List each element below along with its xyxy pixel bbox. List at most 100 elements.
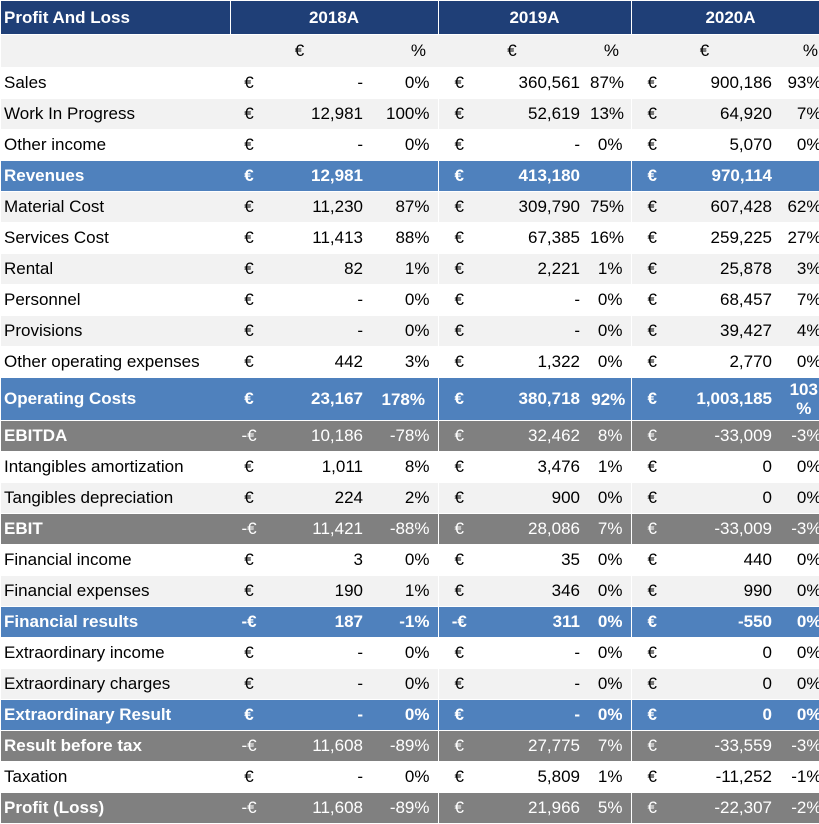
currency-cell: € xyxy=(631,315,673,347)
percent-cell: 7% xyxy=(778,284,819,316)
value-cell: - xyxy=(480,668,586,700)
value-cell: 68,457 xyxy=(673,284,778,316)
percent-cell: 0% xyxy=(369,699,439,731)
value-cell: - xyxy=(268,129,369,161)
currency-cell: € xyxy=(438,544,480,576)
value-cell: 2,770 xyxy=(673,346,778,378)
percent-cell: 0% xyxy=(369,67,439,99)
value-cell: 442 xyxy=(268,346,369,378)
percent-cell: 0% xyxy=(369,637,439,669)
currency-cell: € xyxy=(631,637,673,669)
value-cell: - xyxy=(268,761,369,793)
value-cell: -33,009 xyxy=(673,420,778,452)
percent-cell: -3% xyxy=(778,730,819,762)
percent-cell: 62% xyxy=(778,191,819,223)
row-label: Financial income xyxy=(1,544,230,576)
row-label: Financial expenses xyxy=(1,575,230,607)
currency-cell: € xyxy=(230,377,268,421)
percent-cell: 92% xyxy=(586,377,632,421)
row-label: Material Cost xyxy=(1,191,230,223)
currency-cell: € xyxy=(438,222,480,254)
percent-cell: 1% xyxy=(586,253,632,285)
percent-cell: 0% xyxy=(369,315,439,347)
currency-cell: € xyxy=(438,160,480,192)
currency-cell: -€ xyxy=(230,420,268,452)
percent-cell: 2% xyxy=(369,482,439,514)
currency-cell: € xyxy=(230,668,268,700)
percent-cell: 0% xyxy=(778,346,819,378)
percent-cell: 103 % xyxy=(778,377,819,421)
row-label: Other income xyxy=(1,129,230,161)
percent-cell: 13% xyxy=(586,98,632,130)
currency-cell: € xyxy=(631,191,673,223)
table-row: EBIT -€ 11,421 -88% €28,086 7% € -33,009 -3% xyxy=(1,513,819,545)
percent-cell: 8% xyxy=(586,420,632,452)
currency-cell: € xyxy=(631,284,673,316)
currency-cell: € xyxy=(230,67,268,99)
value-cell: -33,009 xyxy=(673,513,778,545)
currency-cell: -€ xyxy=(230,730,268,762)
percent-cell: 0% xyxy=(369,284,439,316)
value-cell: -11,252 xyxy=(673,761,778,793)
table-row: Revenues €12,981 €413,180 €970,114 xyxy=(1,160,819,192)
value-cell: 11,413 xyxy=(268,222,369,254)
currency-cell: € xyxy=(631,730,673,762)
value-cell: 259,225 xyxy=(673,222,778,254)
currency-cell: € xyxy=(631,761,673,793)
currency-cell: € xyxy=(631,346,673,378)
percent-cell: -78% xyxy=(369,420,439,452)
value-cell: - xyxy=(480,315,586,347)
value-cell: 0 xyxy=(673,699,778,731)
currency-header: € xyxy=(631,34,778,68)
currency-cell: € xyxy=(230,253,268,285)
currency-cell: -€ xyxy=(230,606,268,638)
currency-cell: € xyxy=(631,160,673,192)
value-cell: 440 xyxy=(673,544,778,576)
value-cell: 11,230 xyxy=(268,191,369,223)
table-row: EBITDA -€ 10,186 -78% €32,462 8% € -33,009 -3% xyxy=(1,420,819,452)
currency-cell: € xyxy=(230,315,268,347)
value-cell: 224 xyxy=(268,482,369,514)
value-cell: 0 xyxy=(673,668,778,700)
row-label: Rental xyxy=(1,253,230,285)
value-cell: 187 xyxy=(268,606,369,638)
table-row: Operating Costs €23,167 178% €380,718 92% €1,… xyxy=(1,377,819,421)
percent-cell: 0% xyxy=(586,482,632,514)
percent-cell: -3% xyxy=(778,513,819,545)
value-cell: 0 xyxy=(673,451,778,483)
currency-cell: € xyxy=(438,575,480,607)
currency-cell: € xyxy=(438,191,480,223)
currency-cell: € xyxy=(438,637,480,669)
currency-cell: € xyxy=(631,129,673,161)
value-cell: - xyxy=(480,284,586,316)
percent-cell: -1% xyxy=(778,761,819,793)
percent-cell: 0% xyxy=(586,637,632,669)
currency-cell: € xyxy=(230,761,268,793)
percent-header: % xyxy=(778,34,819,68)
currency-cell: € xyxy=(438,129,480,161)
percent-cell: 0% xyxy=(586,544,632,576)
row-label: Extraordinary income xyxy=(1,637,230,669)
row-label: Financial results xyxy=(1,606,230,638)
percent-cell: 0% xyxy=(778,129,819,161)
percent-cell: 5% xyxy=(586,792,632,824)
value-cell: 900 xyxy=(480,482,586,514)
value-cell: - xyxy=(480,699,586,731)
table-row: Taxation € -0% €5,809 1% € -11,252 -1% xyxy=(1,761,819,793)
row-label: Revenues xyxy=(1,160,230,192)
percent-cell: 8% xyxy=(369,451,439,483)
currency-cell: € xyxy=(230,191,268,223)
currency-cell: € xyxy=(438,513,480,545)
value-cell: - xyxy=(268,637,369,669)
value-cell: - xyxy=(480,129,586,161)
row-label: Taxation xyxy=(1,761,230,793)
percent-cell xyxy=(586,160,632,192)
percent-cell: 0% xyxy=(586,284,632,316)
percent-cell: 0% xyxy=(778,699,819,731)
currency-cell: € xyxy=(230,544,268,576)
currency-cell: € xyxy=(230,451,268,483)
value-cell: 25,878 xyxy=(673,253,778,285)
